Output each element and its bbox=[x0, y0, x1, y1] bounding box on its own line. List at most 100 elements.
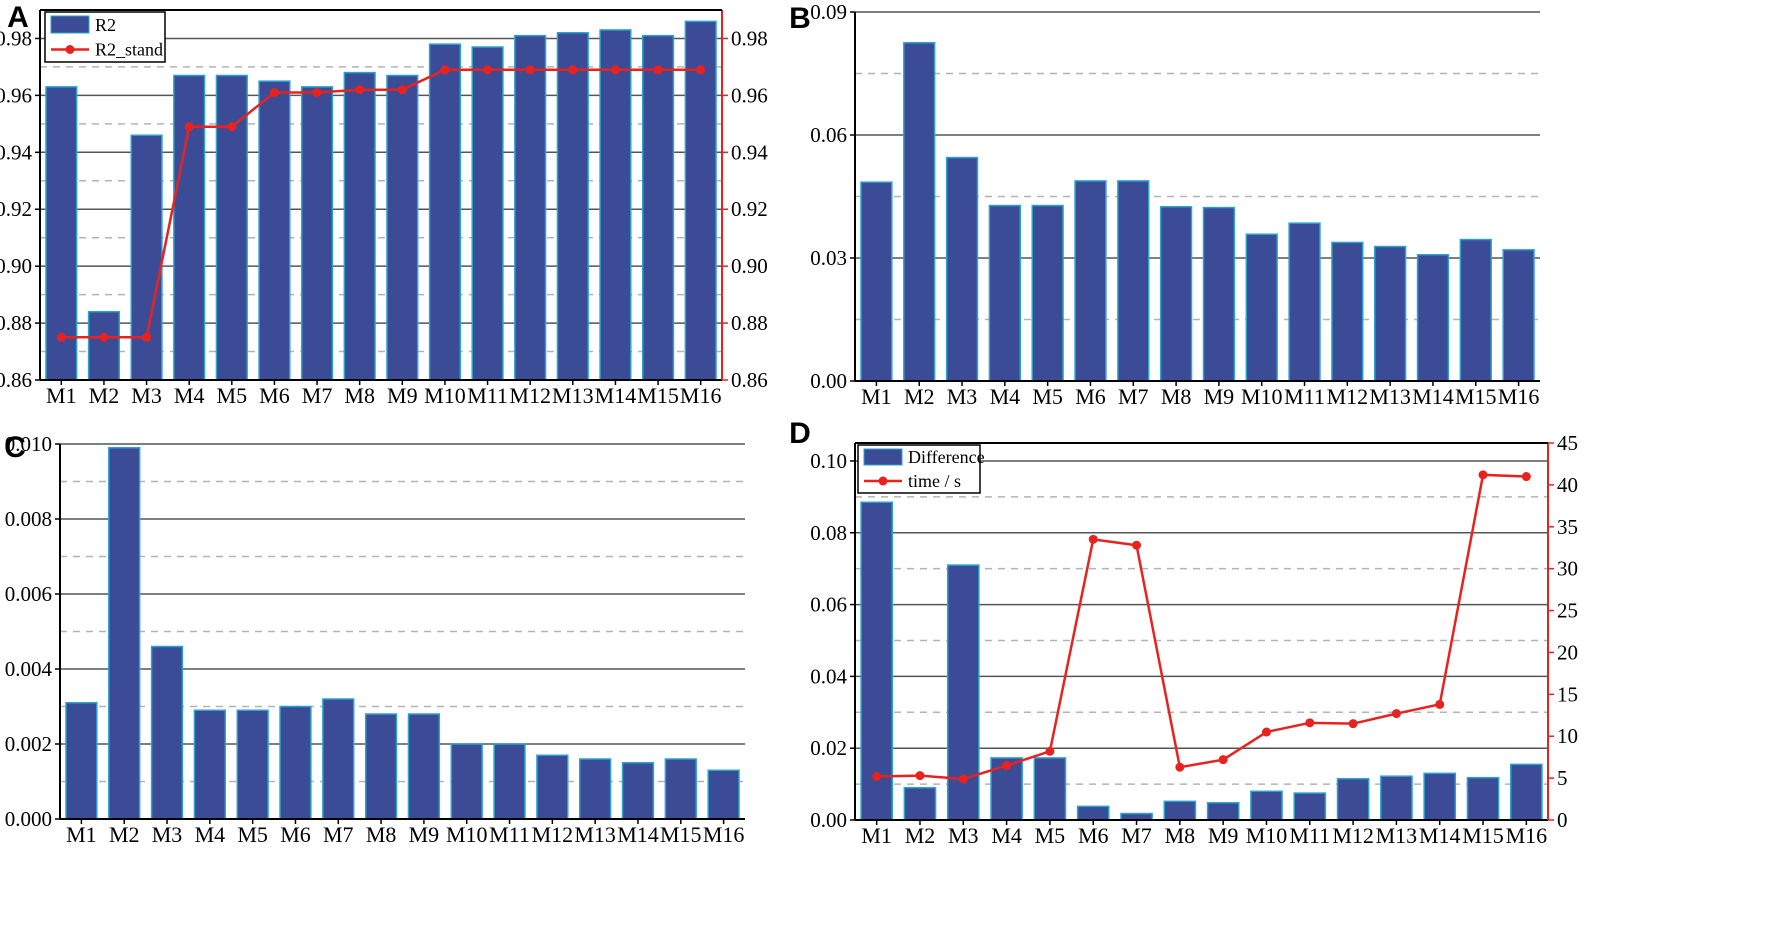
panel-a-ytick-label: 0.92 bbox=[0, 197, 32, 221]
panel-d-line-point-m7 bbox=[1132, 540, 1142, 550]
panel-a-xtick-label: M2 bbox=[89, 383, 120, 408]
panel-b-xtick-label: M9 bbox=[1204, 384, 1235, 409]
panel-d-bar-m8 bbox=[1163, 800, 1197, 821]
panel-a-line-point-m2 bbox=[99, 332, 109, 342]
panel-d-line-point-m15 bbox=[1478, 470, 1488, 480]
panel-a-xtick-label: M9 bbox=[387, 383, 418, 408]
panel-d-xtick-label: M1 bbox=[861, 823, 892, 848]
panel-b-xtick-label: M5 bbox=[1032, 384, 1063, 409]
panel-a-line-point-m12 bbox=[525, 65, 535, 75]
panel-c-xtick-label: M2 bbox=[109, 822, 140, 847]
panel-b-xtick-label: M1 bbox=[861, 384, 892, 409]
panel-c-bar-m12 bbox=[536, 754, 569, 820]
panel-d-xtick-label: M8 bbox=[1165, 823, 1196, 848]
panel-a-ytick-label: 0.96 bbox=[0, 83, 32, 107]
panel-b-xtick-label: M6 bbox=[1075, 384, 1106, 409]
panel-d-bar-m6 bbox=[1076, 805, 1110, 821]
panel-a-xtick-label: M4 bbox=[174, 383, 205, 408]
panel-a-line-point-m8 bbox=[355, 85, 365, 95]
panel-c-bar-m4 bbox=[193, 709, 227, 820]
panel-b-bar-m15 bbox=[1459, 238, 1492, 382]
panel-c-bar-m13 bbox=[578, 758, 612, 820]
panel-d-xtick-label: M6 bbox=[1078, 823, 1109, 848]
panel-b-xtick-label: M7 bbox=[1118, 384, 1149, 409]
panel-b-bar-m6 bbox=[1074, 180, 1107, 382]
panel-c-bar-m1 bbox=[65, 702, 98, 820]
panel-b-label: B bbox=[789, 2, 811, 35]
panel-c-xtick-label: M15 bbox=[660, 822, 702, 847]
panel-b-xtick-label: M10 bbox=[1241, 384, 1283, 409]
panel-a-line-point-m7 bbox=[312, 88, 322, 98]
panel-a: A 0.86 0.88 0.90 0.92 0.94 0.96 0.98 0.86 0.88 0.9… bbox=[0, 1, 768, 408]
panel-c-bar-m10 bbox=[450, 743, 483, 820]
panel-c-xtick-label: M10 bbox=[446, 822, 488, 847]
panel-b-bar-m14 bbox=[1416, 253, 1450, 382]
panel-a-line-point-m3 bbox=[142, 332, 152, 342]
panel-c-bar-m15 bbox=[664, 758, 697, 820]
panel-d-line-point-m6 bbox=[1088, 534, 1098, 544]
panel-d-ytick-right-label: 5 bbox=[1557, 766, 1568, 790]
panel-d-line-point-m12 bbox=[1348, 719, 1358, 729]
panel-a-label: A bbox=[7, 1, 29, 34]
panel-d-line-point-m14 bbox=[1435, 699, 1445, 709]
panel-b-ytick-label: 0.06 bbox=[810, 123, 847, 147]
panel-c-ytick-label: 0.004 bbox=[5, 657, 53, 681]
panel-a-xtick-label: M6 bbox=[259, 383, 290, 408]
panel-b-xtick-label: M14 bbox=[1412, 384, 1454, 409]
panel-c-xtick-label: M9 bbox=[409, 822, 440, 847]
panel-d-ytick-label: 0.00 bbox=[810, 808, 847, 832]
panel-d-ytick-label: 0.10 bbox=[810, 449, 847, 473]
panel-d-xtick-label: M7 bbox=[1121, 823, 1152, 848]
panel-a-bar-m8 bbox=[343, 71, 376, 381]
panel-a-xtick-label: M10 bbox=[424, 383, 466, 408]
panel-c-ytick-label: 0.000 bbox=[5, 807, 52, 831]
panel-a-xtick-label: M7 bbox=[302, 383, 333, 408]
panel-d-line-point-m5 bbox=[1045, 746, 1055, 756]
panel-a-bar-m14 bbox=[599, 29, 632, 381]
panel-d-line-point-m13 bbox=[1391, 709, 1401, 719]
panel-d-ytick-right-label: 0 bbox=[1557, 808, 1568, 832]
panel-b-ytick-label: 0.00 bbox=[810, 369, 847, 393]
panel-b-xtick-label: M11 bbox=[1284, 384, 1325, 409]
panel-b-bar-m1 bbox=[860, 181, 893, 382]
panel-a-bar-m6 bbox=[258, 80, 291, 381]
panel-a-ytick-right-label: 0.94 bbox=[731, 140, 768, 164]
panel-c-bar-m16 bbox=[707, 769, 740, 820]
panel-a-bar-m2 bbox=[87, 310, 121, 381]
panel-d-line-point-m3 bbox=[958, 774, 968, 784]
panel-c-label: C bbox=[4, 431, 26, 464]
panel-d: D 0.00 0.02 0.04 0.06 0.08 0.10 0 5 10 15 20 25 30 35 4… bbox=[789, 417, 1578, 848]
panel-d-bar-m16 bbox=[1510, 763, 1543, 821]
panel-a-line-point-m5 bbox=[227, 122, 237, 132]
panel-a-ytick-right-label: 0.90 bbox=[731, 254, 768, 278]
panel-a-line-point-m15 bbox=[653, 65, 663, 75]
panel-a-bar-m7 bbox=[300, 86, 334, 381]
panel-d-series-line bbox=[876, 473, 1527, 781]
panel-c-bar-m9 bbox=[407, 713, 441, 820]
panel-a-ytick-right-label: 0.92 bbox=[731, 197, 768, 221]
panel-c-ytick-label: 0.002 bbox=[5, 732, 52, 756]
panel-d-line-point-m2 bbox=[915, 771, 925, 781]
panel-b-bar-m11 bbox=[1288, 222, 1321, 382]
panel-a-bar-m16 bbox=[684, 20, 717, 381]
panel-d-bar-m14 bbox=[1423, 772, 1457, 821]
panel-b-bar-m3 bbox=[945, 156, 979, 382]
panel-d-ytick-right-label: 30 bbox=[1557, 557, 1578, 581]
panel-c-xtick-label: M3 bbox=[152, 822, 183, 847]
panel-c-xtick-label: M16 bbox=[703, 822, 745, 847]
panel-b-bar-m4 bbox=[988, 204, 1022, 382]
panel-a-line-point-m16 bbox=[696, 65, 706, 75]
panel-c-bar-m3 bbox=[150, 645, 184, 820]
panel-d-xtick-label: M14 bbox=[1419, 823, 1461, 848]
panel-b-bar-m13 bbox=[1373, 245, 1407, 382]
panel-c-xtick-label: M11 bbox=[489, 822, 530, 847]
panel-d-bar-m9 bbox=[1206, 802, 1240, 821]
panel-a-bar-m12 bbox=[514, 34, 547, 381]
panel-b-xtick-label: M15 bbox=[1455, 384, 1497, 409]
panel-b-bar-m12 bbox=[1331, 241, 1364, 382]
panel-b-bar-m8 bbox=[1159, 206, 1193, 382]
panel-c-xtick-label: M13 bbox=[574, 822, 616, 847]
panel-d-xtick-label: M12 bbox=[1332, 823, 1374, 848]
